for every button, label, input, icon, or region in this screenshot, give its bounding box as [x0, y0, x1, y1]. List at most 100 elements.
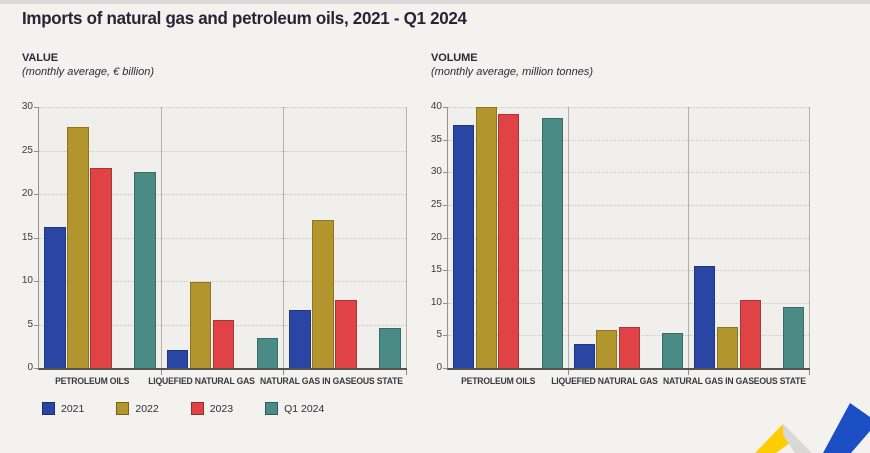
- bar-2022: [67, 127, 89, 368]
- logo-blue-stripe: [823, 403, 870, 453]
- legend-label: 2023: [209, 402, 234, 415]
- y-tick-label: 30: [430, 166, 448, 178]
- gridline: [284, 194, 407, 195]
- legend-label: Q1 2024: [284, 402, 325, 415]
- gridline: [284, 107, 407, 108]
- gridline: [689, 204, 810, 206]
- bar-2021: [166, 349, 189, 368]
- bar-2022: [312, 220, 334, 368]
- legend: 2021 2022 2023 Q1 2024: [42, 402, 324, 415]
- y-tick-label: 25: [21, 144, 39, 156]
- page-title: Imports of natural gas and petroleum oil…: [22, 8, 467, 28]
- legend-label: 2021: [61, 402, 85, 415]
- bar-q1-2024: [662, 332, 684, 368]
- category-label: LIQUEFIED NATURAL GAS: [551, 376, 659, 386]
- bar-2021: [453, 125, 475, 368]
- bar-2022: [475, 107, 497, 368]
- y-tick-label: 25: [430, 198, 448, 210]
- volume-plot: 0 5 10 15 20 25 30 35 40 PETROLEUM OILS LIQUEFIED…: [419, 101, 825, 407]
- bar-2021: [44, 227, 66, 368]
- y-tick-label: 30: [21, 101, 39, 112]
- bar-q1-2024: [379, 327, 401, 368]
- category-panel: [568, 107, 690, 375]
- bar-2023: [90, 167, 112, 368]
- category-label: NATURAL GAS IN GASEOUS STATE: [663, 376, 807, 386]
- category-label: NATURAL GAS IN GASEOUS STATE: [260, 376, 404, 386]
- gridline: [689, 172, 810, 174]
- gridline: [568, 237, 689, 239]
- volume-panels: [447, 107, 811, 375]
- category-panel: [689, 107, 811, 375]
- gridline: [568, 107, 689, 108]
- y-tick-label: 0: [27, 362, 38, 373]
- gridline: [161, 237, 284, 239]
- legend-item-q1-2024: Q1 2024: [265, 402, 324, 415]
- y-tick-label: 5: [436, 329, 447, 341]
- value-chart-subtitle: (monthly average, € billion): [22, 66, 155, 78]
- legend-swatch: [42, 402, 55, 415]
- gridline: [568, 270, 689, 272]
- gridline: [689, 107, 810, 108]
- category-label: PETROLEUM OILS: [55, 376, 130, 386]
- bar-2021: [694, 265, 716, 368]
- gridline: [39, 150, 161, 152]
- legend-swatch: [265, 402, 279, 415]
- bar-2022: [596, 330, 618, 368]
- value-y-axis: 0 5 10 15 20 25 30: [10, 101, 39, 373]
- bar-2023: [739, 300, 761, 368]
- eurostat-zigzag-logo: [755, 403, 870, 453]
- gridline: [689, 237, 810, 239]
- gridline: [448, 107, 568, 108]
- category-panel: [161, 107, 285, 375]
- category-label: LIQUEFIED NATURAL GAS: [148, 376, 256, 386]
- value-chart: VALUE (monthly average, € billion) 0 5 10 1…: [10, 51, 412, 407]
- gridline: [161, 194, 284, 195]
- y-tick-label: 20: [430, 231, 448, 243]
- bar-q1-2024: [782, 307, 805, 368]
- bar-q1-2024: [134, 172, 156, 368]
- category-label: PETROLEUM OILS: [461, 376, 536, 386]
- bar-2021: [289, 309, 311, 368]
- legend-label: 2022: [135, 402, 159, 415]
- gridline: [568, 302, 689, 304]
- gridline: [689, 270, 810, 272]
- top-border: [0, 0, 870, 4]
- gridline: [568, 204, 689, 206]
- value-category-labels: PETROLEUM OILS LIQUEFIED NATURAL GAS NATUR…: [38, 373, 406, 386]
- legend-swatch: [116, 402, 130, 415]
- gridline: [689, 139, 810, 141]
- y-tick-label: 35: [430, 133, 448, 145]
- gridline: [568, 172, 689, 174]
- value-chart-heading: VALUE: [22, 52, 58, 64]
- bar-2023: [212, 320, 235, 368]
- gridline: [161, 107, 284, 108]
- gridline: [161, 150, 284, 152]
- bar-2023: [618, 326, 641, 368]
- bar-2021: [573, 343, 595, 368]
- category-panel: [448, 107, 569, 375]
- y-tick-label: 15: [430, 264, 448, 276]
- logo-grey-stripe: [783, 424, 812, 453]
- y-tick-label: 15: [21, 231, 39, 243]
- category-panel: [284, 107, 408, 375]
- y-tick-label: 0: [436, 362, 447, 373]
- category-panel: [39, 107, 162, 375]
- y-tick-label: 5: [27, 318, 38, 330]
- gridline: [39, 107, 161, 108]
- legend-item-2021: 2021: [42, 402, 84, 415]
- volume-y-axis: 0 5 10 15 20 25 30 35 40: [419, 101, 448, 373]
- bar-q1-2024: [541, 118, 563, 368]
- gridline: [284, 281, 407, 282]
- legend-item-2023: 2023: [190, 402, 234, 415]
- value-plot: 0 5 10 15 20 25 30 PETROLEUM OILS LIQUEFIED NAT…: [10, 101, 412, 407]
- legend-swatch: [190, 402, 204, 415]
- volume-chart-heading: VOLUME: [431, 52, 478, 64]
- bar-2023: [335, 300, 357, 368]
- y-tick-label: 10: [21, 275, 39, 286]
- volume-chart: VOLUME (monthly average, million tonnes)…: [419, 51, 825, 407]
- bar-2022: [716, 326, 739, 368]
- volume-chart-subtitle: (monthly average, million tonnes): [431, 66, 594, 78]
- gridline: [284, 237, 407, 239]
- gridline: [568, 139, 689, 141]
- y-tick-label: 40: [430, 101, 448, 112]
